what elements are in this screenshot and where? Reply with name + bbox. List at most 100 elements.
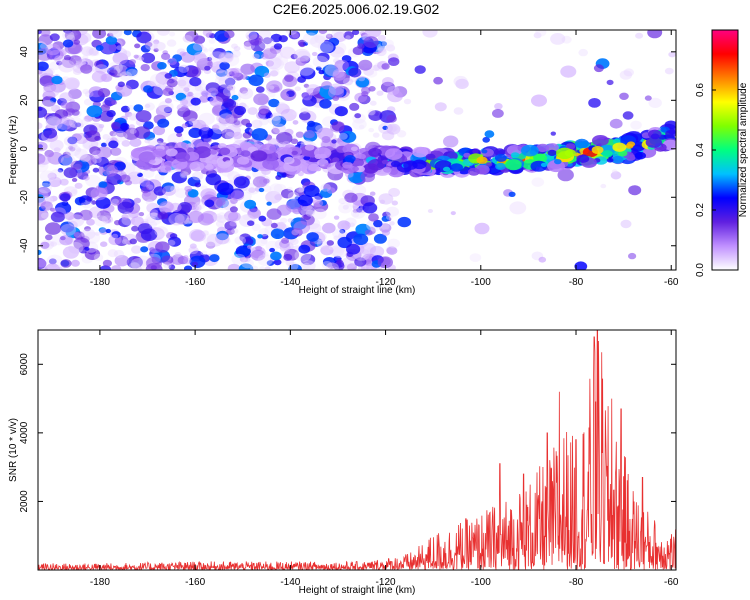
spectrogram-signal-cell [592, 135, 609, 147]
colorbar-tick-label: 0.2 [695, 203, 706, 217]
spectrogram-noise-cell [240, 74, 248, 80]
spectrogram-noise-cell [295, 57, 307, 66]
colorbar-ticks: 0.0 0.2 0.4 0.6 [695, 83, 716, 277]
spectrogram-signal-cell [494, 153, 507, 162]
spectrogram-signal-cell [283, 156, 295, 165]
spectrogram-noise-cell [192, 171, 204, 181]
spectrogram-noise-cell [157, 211, 169, 220]
spectrogram-panel: -180 -160 -140 -120 -100 -80 -60 -40 -20 0 20 40 H… [8, 29, 749, 296]
spectrogram-signal-cell [611, 155, 624, 164]
spectrogram-signal-cell [505, 159, 522, 171]
spectrogram-noise-cell [92, 51, 100, 56]
spectrogram-noise-cell [531, 94, 547, 107]
spectrogram-noise-cell [332, 95, 340, 101]
spectrogram-noise-cell [365, 68, 378, 78]
spectrogram-noise-cell [294, 187, 306, 197]
spectrogram-noise-cell [50, 211, 65, 223]
spectrogram-noise-cell [108, 140, 119, 149]
spectrogram-noise-cell [389, 125, 398, 132]
spectrogram-noise-cell [302, 32, 319, 45]
spectrogram-noise-cell [191, 261, 199, 267]
spectrogram-noise-cell [277, 101, 286, 109]
spectrogram-noise-cell [369, 191, 376, 196]
spectrogram-noise-cell [381, 39, 394, 49]
spectrogram-noise-cell [168, 212, 185, 226]
spectrogram-noise-cell [128, 59, 136, 65]
spectrogram-noise-cell [74, 148, 88, 159]
spectrogram-noise-cell [63, 167, 78, 179]
spectrogram-noise-cell [133, 126, 151, 139]
spectrogram-noise-cell [90, 187, 108, 201]
x-tick-label: -80 [569, 277, 584, 288]
spectrogram-noise-cell [91, 210, 101, 218]
spectrogram-noise-cell [60, 223, 76, 236]
spectrogram-noise-cell [231, 43, 238, 49]
spectrogram-noise-cell [244, 257, 251, 263]
spectrogram-noise-cell [241, 118, 251, 126]
spectrogram-noise-cell [149, 221, 158, 228]
spectrogram-noise-cell [217, 182, 234, 196]
spectrogram-noise-cell [137, 223, 153, 235]
spectrogram-signal-cell [472, 149, 479, 154]
spectrogram-noise-cell [332, 70, 346, 81]
spectrogram-noise-cell [351, 184, 367, 196]
spectrogram-noise-cell [171, 254, 185, 265]
spectrogram-signal-cell [342, 161, 353, 169]
spectrogram-noise-cell [177, 202, 192, 213]
spectrogram-noise-cell [268, 85, 275, 90]
spectrogram-noise-cell [86, 196, 93, 202]
spectrogram-noise-cell [342, 204, 349, 210]
spectrogram-noise-cell [261, 53, 269, 60]
spectrogram-noise-cell [190, 203, 202, 212]
spectrogram-noise-cell [169, 31, 176, 37]
spectrogram-noise-cell [224, 77, 236, 86]
spectrogram-noise-cell [124, 111, 133, 118]
spectrogram-signal-cell [152, 148, 166, 158]
spectrogram-noise-cell [201, 90, 210, 97]
spectrogram-noise-cell [83, 98, 93, 106]
x-tick-label: -180 [90, 277, 110, 288]
spectrogram-noise-cell [70, 259, 80, 267]
spectrogram-noise-cell [379, 199, 386, 204]
spectrogram-noise-cell [375, 47, 387, 57]
spectrogram-noise-cell [215, 233, 230, 245]
spectrogram-signal-cell [412, 146, 429, 158]
spectrogram-frame [37, 29, 677, 271]
spectrogram-noise-cell [292, 207, 302, 215]
spectrogram-noise-cell [63, 30, 73, 34]
spectrogram-noise-cell [169, 233, 178, 239]
spectrogram-noise-cell [434, 102, 447, 112]
spectrogram-noise-cell [205, 241, 216, 249]
spectrogram-noise-cell [188, 246, 199, 255]
spectrogram-noise-cell [140, 246, 149, 253]
spectrogram-signal-cell [164, 166, 172, 171]
spectrogram-noise-cell [98, 124, 105, 129]
spectrogram-noise-cell [355, 77, 370, 88]
spectrogram-noise-cell [230, 70, 238, 77]
spectrogram-noise-cell [62, 30, 75, 40]
spectrogram-noise-cell [285, 259, 295, 267]
spectrogram-noise-cell [257, 254, 273, 266]
spectrogram-noise-cell [300, 260, 316, 270]
spectrogram-signal-cell [601, 150, 613, 158]
spectrogram-noise-cell [611, 169, 618, 174]
spectrogram-noise-cell [209, 254, 220, 263]
spectrogram-noise-cell [337, 220, 351, 231]
spectrogram-noise-cell [101, 215, 113, 224]
spectrogram-cells [38, 30, 676, 270]
spectrogram-noise-cell [129, 113, 138, 121]
spectrogram-noise-cell [224, 221, 237, 231]
spectrogram-noise-cell [99, 228, 108, 235]
spectrogram-noise-cell [92, 167, 100, 173]
x-tick-label: -140 [280, 577, 300, 588]
spectrogram-noise-cell [167, 239, 176, 246]
spectrogram-noise-cell [239, 87, 248, 94]
spectrogram-noise-cell [574, 261, 588, 270]
snr-y-axis-label: SNR (10 * v/v) [8, 418, 19, 482]
spectrogram-noise-cell [287, 261, 299, 270]
spectrogram-noise-cell [450, 211, 456, 216]
spectrogram-noise-cell [88, 48, 99, 56]
spectrogram-noise-cell [287, 218, 294, 223]
snr-x-ticks: -180 -160 -140 -120 -100 -80 -60 [90, 330, 679, 588]
spectrogram-noise-cell [119, 71, 132, 81]
